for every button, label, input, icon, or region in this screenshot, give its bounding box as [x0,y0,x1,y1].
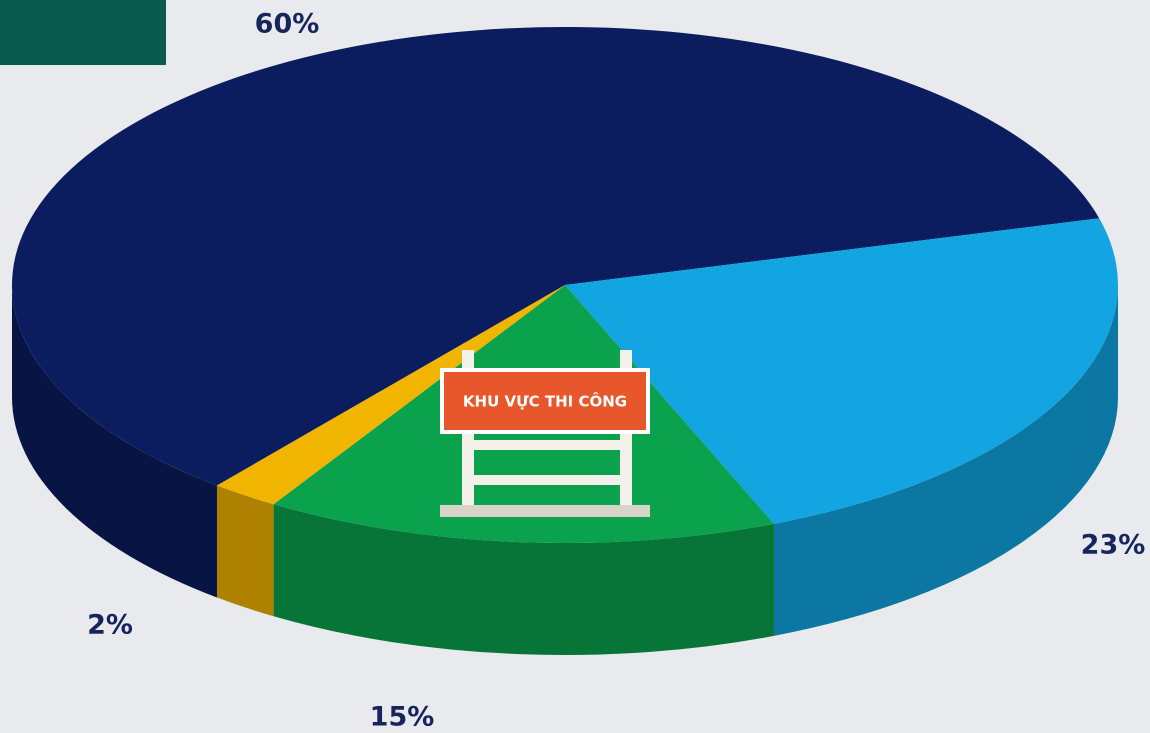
pie-slice [216,285,565,505]
value-label: 2% [87,610,133,641]
pie-slice-side [216,485,274,617]
value-label: 15% [370,702,435,733]
corner-block [0,0,166,65]
pie-slice-side [773,285,1118,636]
sign-bar [462,475,632,485]
pie-slice-side [12,285,217,598]
pie-slice-side [273,504,774,656]
sign: KHU VỰC THI CÔNG [440,350,650,517]
sign-bar [462,440,632,450]
sign-board [440,368,650,434]
labels: 60% 23% 15% 2% [87,9,1145,733]
sign-base [440,505,650,517]
pie [12,26,1119,656]
pie-slice [12,26,1100,486]
sign-text: KHU VỰC THI CÔNG [463,392,627,411]
pie-slice [565,218,1119,524]
value-label: 23% [1081,530,1146,561]
value-label: 60% [255,9,320,40]
